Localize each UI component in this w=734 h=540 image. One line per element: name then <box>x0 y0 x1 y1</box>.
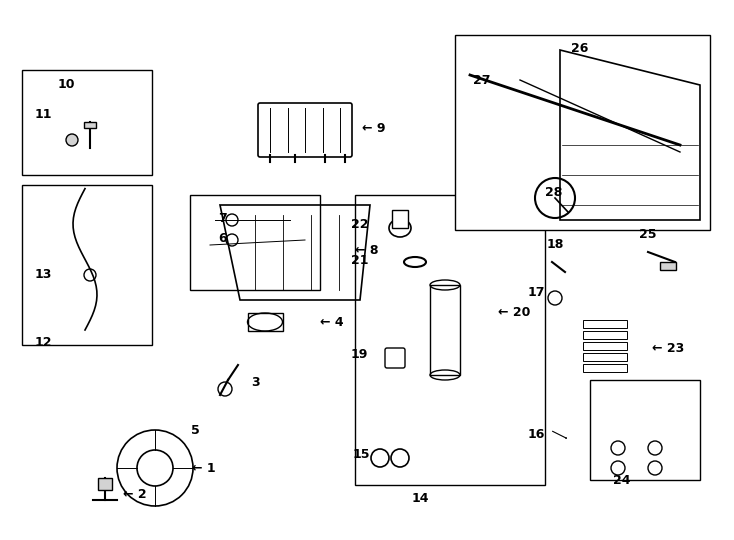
Text: 5: 5 <box>191 423 200 436</box>
Text: ← 8: ← 8 <box>355 244 379 256</box>
Bar <box>22 185 152 345</box>
Bar <box>583 364 627 372</box>
FancyBboxPatch shape <box>258 103 352 157</box>
Bar <box>355 195 545 485</box>
Text: 16: 16 <box>528 429 545 442</box>
Text: 21: 21 <box>351 253 368 267</box>
Text: 13: 13 <box>35 268 52 281</box>
Text: 18: 18 <box>546 239 564 252</box>
Text: 6: 6 <box>219 232 227 245</box>
Bar <box>660 262 676 270</box>
Bar <box>190 195 320 290</box>
Text: 24: 24 <box>613 474 631 487</box>
Text: 11: 11 <box>35 109 53 122</box>
Text: 17: 17 <box>528 286 545 299</box>
Bar <box>247 313 283 331</box>
Text: 3: 3 <box>251 376 259 389</box>
Text: 19: 19 <box>351 348 368 361</box>
Text: 27: 27 <box>473 73 490 86</box>
Circle shape <box>66 134 78 146</box>
Text: 25: 25 <box>639 228 657 241</box>
Bar <box>583 342 627 350</box>
Text: ← 23: ← 23 <box>652 341 684 354</box>
Bar <box>392 210 408 228</box>
Bar <box>98 478 112 490</box>
Text: ← 1: ← 1 <box>192 462 216 475</box>
Text: 26: 26 <box>571 42 589 55</box>
Text: 10: 10 <box>58 78 76 91</box>
Text: ← 2: ← 2 <box>123 489 147 502</box>
Text: 7: 7 <box>218 212 227 225</box>
Text: ← 4: ← 4 <box>320 315 344 328</box>
Bar <box>455 35 710 230</box>
Text: 22: 22 <box>351 219 368 232</box>
Bar <box>590 380 700 480</box>
Bar <box>583 353 627 361</box>
Text: ← 20: ← 20 <box>498 306 531 319</box>
Bar <box>583 320 627 328</box>
Text: 28: 28 <box>545 186 562 199</box>
Text: 12: 12 <box>35 335 53 348</box>
Bar <box>430 285 460 375</box>
FancyArrowPatch shape <box>553 431 567 438</box>
Text: ← 9: ← 9 <box>362 122 385 134</box>
Bar <box>22 70 152 175</box>
Text: 15: 15 <box>352 449 370 462</box>
FancyBboxPatch shape <box>385 348 405 368</box>
Bar <box>583 331 627 339</box>
Bar <box>84 122 96 128</box>
Text: 14: 14 <box>411 491 429 504</box>
